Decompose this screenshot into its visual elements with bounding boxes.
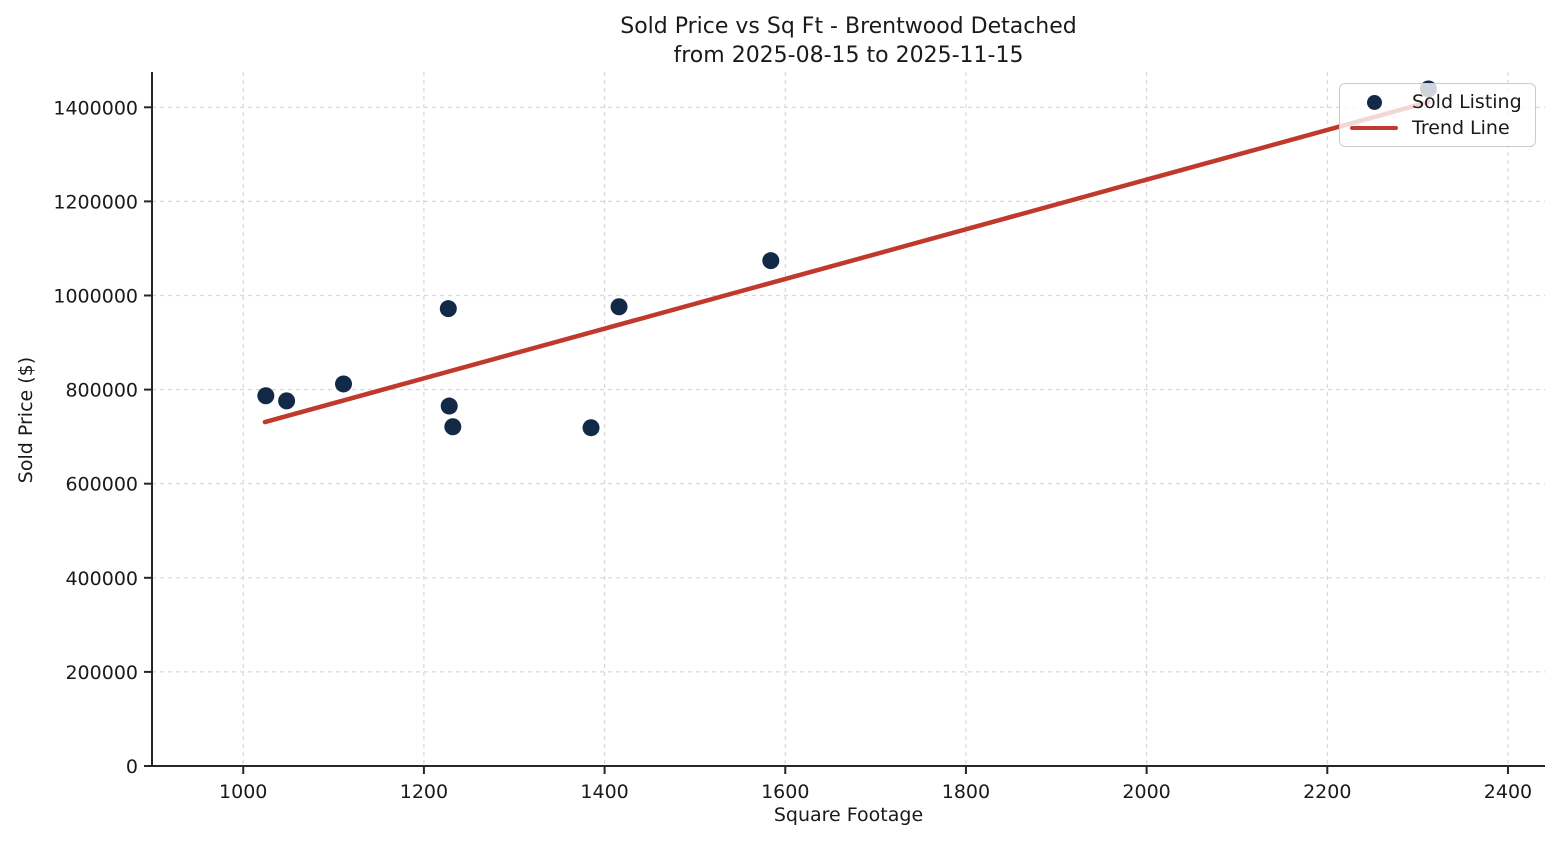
y-tick-label: 600000 <box>65 474 138 496</box>
y-tick-label: 1200000 <box>53 191 138 213</box>
scatter-point <box>610 298 628 316</box>
scatter-point <box>257 387 275 405</box>
x-tick-label: 1600 <box>761 781 809 803</box>
x-tick-label: 1800 <box>942 781 990 803</box>
legend-box: Sold Listing Trend Line <box>1339 83 1536 147</box>
y-tick-label: 800000 <box>65 380 138 402</box>
y-tick-label: 0 <box>126 756 138 778</box>
legend-marker-box <box>1348 125 1400 131</box>
trend-line-marker-icon <box>1350 125 1398 131</box>
y-tick-label: 200000 <box>65 662 138 684</box>
legend-label: Sold Listing <box>1412 91 1522 113</box>
legend-item-sold-listing: Sold Listing <box>1348 89 1527 115</box>
scatter-point <box>444 418 462 436</box>
y-tick-label: 1400000 <box>53 97 138 119</box>
scatter-point <box>440 397 458 415</box>
x-axis-label: Square Footage <box>773 804 924 826</box>
scatter-marker-icon <box>1366 94 1382 110</box>
scatter-point <box>582 419 600 437</box>
legend-item-trend-line: Trend Line <box>1348 115 1527 141</box>
chart-title: Sold Price vs Sq Ft - Brentwood Detached… <box>152 12 1545 70</box>
scatter-point <box>762 252 780 270</box>
x-tick-label: 1000 <box>219 781 267 803</box>
legend-marker-box <box>1348 94 1400 110</box>
scatter-point <box>439 300 457 318</box>
y-tick-label: 400000 <box>65 568 138 590</box>
y-tick-label: 1000000 <box>53 285 138 307</box>
y-axis-label: Sold Price ($) <box>15 356 37 484</box>
chart-title-line1: Sold Price vs Sq Ft - Brentwood Detached <box>620 14 1077 39</box>
x-tick-label: 2400 <box>1484 781 1532 803</box>
x-tick-label: 1200 <box>400 781 448 803</box>
legend-label: Trend Line <box>1412 117 1510 139</box>
scatter-point <box>335 375 353 393</box>
trend-line <box>262 99 1431 425</box>
scatter-point <box>278 392 296 410</box>
x-tick-label: 1400 <box>580 781 628 803</box>
x-tick-label: 2000 <box>1122 781 1170 803</box>
chart-title-line2: from 2025-08-15 to 2025-11-15 <box>673 43 1024 68</box>
x-tick-label: 2200 <box>1303 781 1351 803</box>
